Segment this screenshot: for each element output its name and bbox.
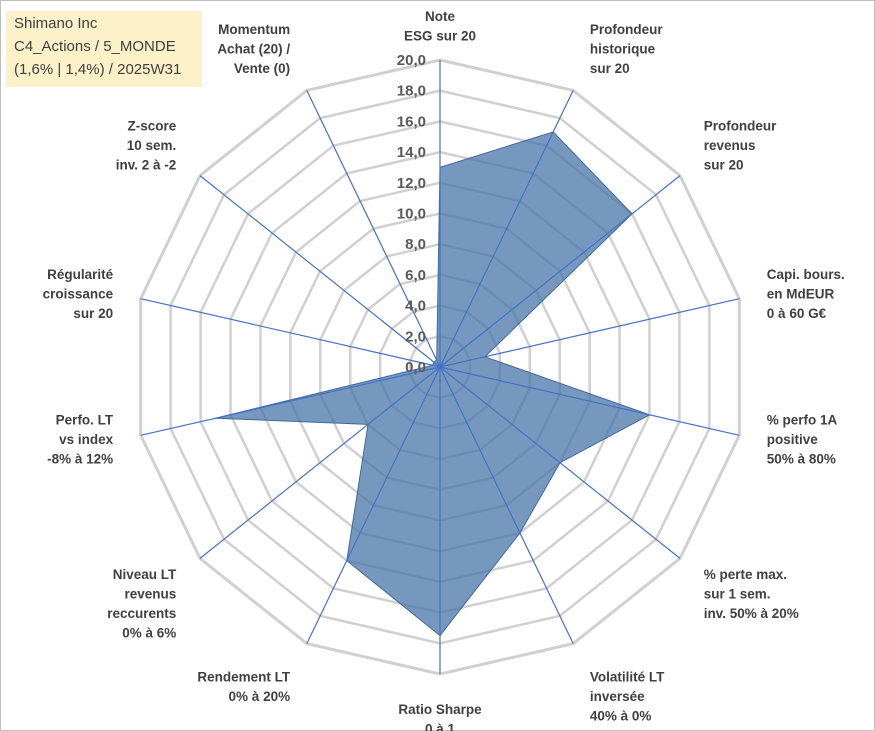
axis-label-11-line-1: croissance (43, 287, 114, 302)
axis-label-9-line-0: Niveau LT (113, 567, 177, 582)
axis-label-1-line-0: Profondeur (590, 22, 663, 37)
spoke-4 (439, 366, 740, 436)
axis-label-12: Z-score 10 sem. inv. 2 à -2 (116, 118, 177, 172)
axis-label-0-line-1: ESG sur 20 (404, 29, 476, 44)
axis-label-8-line-1: 0% à 20% (229, 689, 291, 704)
axis-label-13-line-0: Momentum (218, 22, 290, 37)
spoke-1 (439, 90, 574, 368)
axis-label-3-line-1: en MdEUR (767, 287, 835, 302)
spoke-9 (199, 366, 441, 559)
spoke-3 (439, 298, 740, 368)
tick-label-5: 10,0 (397, 206, 426, 223)
tick-label-6: 12,0 (397, 175, 426, 192)
title-line-period: (1,6% | 1,4%) / 2025W31 (14, 61, 182, 78)
axis-label-3: Capi. bours. en MdEUR 0 à 60 G€ (767, 267, 845, 321)
axis-label-10-line-0: Perfo. LT (56, 413, 114, 428)
axis-label-4-line-2: 50% à 80% (767, 452, 836, 467)
axis-label-2-line-0: Profondeur (704, 118, 777, 133)
axis-label-11-line-2: sur 20 (73, 306, 113, 321)
spoke-13 (306, 90, 441, 368)
axis-label-4-line-1: positive (767, 432, 819, 447)
tick-label-0: 0,0 (405, 359, 426, 376)
axis-label-0-line-0: Note (425, 9, 455, 24)
axis-label-5-line-2: inv. 50% à 20% (704, 606, 799, 621)
axis-label-6-line-0: Volatilité LT (590, 670, 665, 685)
axis-label-13-line-2: Vente (0) (234, 61, 290, 76)
axis-label-13-line-1: Achat (20) / (217, 41, 290, 56)
tick-label-4: 8,0 (405, 236, 426, 253)
spoke-8 (306, 366, 441, 644)
spoke-6 (439, 366, 574, 644)
title-line-category: C4_Actions / 5_MONDE (14, 38, 176, 55)
axis-label-10: Perfo. LT vs index -8% à 12% (47, 413, 114, 467)
chart-title-box: Shimano Inc C4_Actions / 5_MONDE (1,6% |… (6, 11, 202, 87)
axis-label-11: Régularité croissance sur 20 (43, 267, 114, 321)
tick-label-10: 20,0 (397, 52, 426, 69)
axis-label-9-line-2: reccurents (107, 606, 176, 621)
axis-label-2-line-2: sur 20 (704, 157, 744, 172)
tick-label-1: 2,0 (405, 328, 426, 345)
axis-label-2-line-1: revenus (704, 138, 756, 153)
tick-label-3: 6,0 (405, 267, 426, 284)
axis-label-11-line-0: Régularité (47, 267, 114, 282)
axis-label-4: % perfo 1A positive 50% à 80% (767, 413, 838, 467)
spoke-5 (439, 366, 681, 559)
axis-label-3-line-2: 0 à 60 G€ (767, 306, 827, 321)
axis-label-0: Note ESG sur 20 (404, 9, 476, 44)
tick-label-2: 4,0 (405, 298, 426, 315)
axis-label-10-line-2: -8% à 12% (47, 452, 113, 467)
axis-label-7-line-1: 0 à 1 (425, 722, 456, 731)
spoke-11 (140, 298, 441, 368)
axis-label-1: Profondeur historique sur 20 (590, 22, 663, 76)
spoke-10 (140, 366, 441, 436)
axis-label-1-line-1: historique (590, 41, 656, 56)
axis-label-12-line-2: inv. 2 à -2 (116, 157, 177, 172)
axis-label-9: Niveau LT revenus reccurents 0% à 6% (107, 567, 177, 641)
spoke-2 (439, 175, 681, 368)
axis-label-4-line-0: % perfo 1A (767, 413, 838, 428)
tick-label-9: 18,0 (397, 83, 426, 100)
axis-label-7: Ratio Sharpe 0 à 1 (398, 702, 482, 731)
axis-label-12-line-1: 10 sem. (127, 138, 177, 153)
axis-label-9-line-1: revenus (125, 587, 177, 602)
axis-label-3-line-0: Capi. bours. (767, 267, 845, 282)
axis-label-5: % perte max. sur 1 sem. inv. 50% à 20% (704, 567, 799, 621)
axis-label-9-line-3: 0% à 6% (122, 626, 176, 641)
axis-label-5-line-0: % perte max. (704, 567, 787, 582)
title-line-company: Shimano Inc (14, 15, 98, 32)
axis-label-13: Momentum Achat (20) / Vente (0) (217, 22, 290, 76)
spoke-12 (199, 175, 441, 368)
axis-label-8-line-0: Rendement LT (197, 670, 291, 685)
axis-label-8: Rendement LT 0% à 20% (197, 670, 291, 705)
axis-label-6: Volatilité LT inversée 40% à 0% (590, 670, 665, 724)
axis-label-5-line-1: sur 1 sem. (704, 587, 771, 602)
radar-tick-labels: 0,0 2,0 4,0 6,0 8,0 10,0 12,0 14,0 16,0 18,0 20,0 (397, 52, 426, 376)
axis-label-12-line-0: Z-score (128, 118, 177, 133)
radar-spokes (140, 60, 740, 674)
radar-axis-labels: Note ESG sur 20 Profondeur historique sur 20… (43, 9, 845, 731)
axis-label-2: Profondeur revenus sur 20 (704, 118, 777, 172)
axis-label-7-line-0: Ratio Sharpe (398, 702, 482, 717)
axis-label-1-line-2: sur 20 (590, 61, 630, 76)
tick-label-7: 14,0 (397, 144, 426, 161)
tick-label-8: 16,0 (397, 113, 426, 130)
axis-label-6-line-2: 40% à 0% (590, 709, 652, 724)
axis-label-10-line-1: vs index (59, 432, 114, 447)
axis-label-6-line-1: inversée (590, 689, 645, 704)
